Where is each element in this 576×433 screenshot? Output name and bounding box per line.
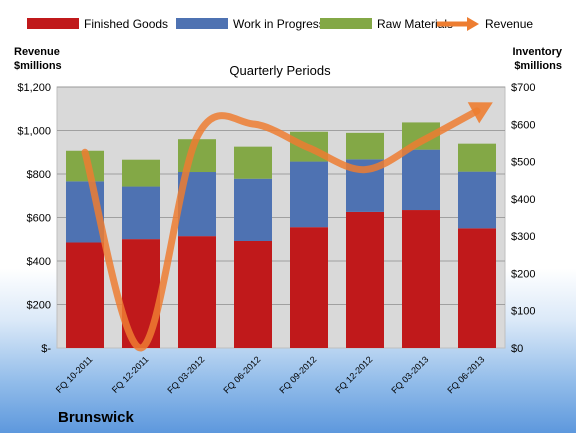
x-tick-label: FQ 10-2011 bbox=[54, 354, 95, 395]
company-name: Brunswick bbox=[58, 409, 135, 426]
right-axis-title-line1: Inventory bbox=[512, 46, 562, 58]
bar-finished-goods bbox=[346, 211, 384, 348]
x-tick-label: FQ 03-2013 bbox=[389, 354, 430, 395]
x-tick-label: FQ 03-2012 bbox=[165, 354, 206, 395]
chart-title: Quarterly Periods bbox=[229, 63, 331, 78]
left-tick-label: $200 bbox=[27, 300, 51, 312]
legend-label: Revenue bbox=[485, 17, 533, 31]
bar-work-in-progress bbox=[290, 161, 328, 228]
bar-work-in-progress bbox=[458, 171, 496, 229]
x-tick-label: FQ 09-2012 bbox=[277, 354, 318, 395]
revenue-line-path bbox=[81, 107, 481, 352]
bar-finished-goods bbox=[458, 228, 496, 348]
bar-raw-materials bbox=[122, 159, 160, 187]
bar-finished-goods bbox=[290, 227, 328, 348]
bar-raw-materials bbox=[234, 146, 272, 179]
revenue-arrowhead bbox=[467, 102, 493, 124]
legend-swatch bbox=[320, 18, 372, 29]
x-axis-ticks: FQ 10-2011 FQ 12-2011 FQ 03-2012 FQ 06-2012… bbox=[54, 354, 487, 395]
left-tick-label: $600 bbox=[27, 213, 51, 225]
legend-swatch bbox=[27, 18, 79, 29]
legend-swatch bbox=[176, 18, 228, 29]
bar-finished-goods bbox=[178, 236, 216, 348]
left-tick-label: $- bbox=[41, 343, 51, 355]
x-tick-label: FQ 12-2011 bbox=[110, 354, 151, 395]
right-axis-ticks: $0 $100 $200 $300 $400 $500 $600 $700 bbox=[511, 82, 535, 355]
right-tick-label: $500 bbox=[511, 157, 535, 169]
left-axis-title-line2: $millions bbox=[14, 60, 62, 72]
bar-raw-materials bbox=[346, 132, 384, 160]
right-axis-title-line2: $millions bbox=[514, 60, 562, 72]
x-tick-label: FQ 06-2013 bbox=[445, 354, 486, 395]
legend-label: Raw Materials bbox=[377, 17, 453, 31]
legend: Finished Goods Work in Progress Raw Materi… bbox=[27, 17, 533, 31]
bar-finished-goods bbox=[234, 240, 272, 348]
legend-arrow-revenue bbox=[467, 17, 479, 31]
left-tick-label: $400 bbox=[27, 256, 51, 268]
left-tick-label: $1,200 bbox=[17, 82, 51, 94]
right-tick-label: $700 bbox=[511, 82, 535, 94]
left-axis-ticks: $- $200 $400 $600 $800 $1,000 $1,200 bbox=[17, 82, 51, 355]
bar-work-in-progress bbox=[402, 149, 440, 211]
bar-work-in-progress bbox=[234, 178, 272, 241]
bar-work-in-progress bbox=[122, 186, 160, 240]
bars bbox=[66, 122, 496, 348]
right-tick-label: $600 bbox=[511, 119, 535, 131]
bar-finished-goods bbox=[402, 210, 440, 348]
bar-raw-materials bbox=[458, 143, 496, 172]
right-tick-label: $0 bbox=[511, 343, 523, 355]
right-tick-label: $100 bbox=[511, 306, 535, 318]
left-tick-label: $800 bbox=[27, 169, 51, 181]
x-tick-label: FQ 12-2012 bbox=[333, 354, 374, 395]
right-tick-label: $200 bbox=[511, 268, 535, 280]
bar-finished-goods bbox=[66, 242, 104, 348]
left-tick-label: $1,000 bbox=[17, 126, 51, 138]
left-axis-title-line1: Revenue bbox=[14, 46, 60, 58]
x-tick-label: FQ 06-2012 bbox=[221, 354, 262, 395]
right-tick-label: $300 bbox=[511, 231, 535, 243]
revenue-line bbox=[81, 102, 493, 352]
legend-label: Work in Progress bbox=[233, 17, 325, 31]
right-tick-label: $400 bbox=[511, 194, 535, 206]
legend-label: Finished Goods bbox=[84, 17, 168, 31]
